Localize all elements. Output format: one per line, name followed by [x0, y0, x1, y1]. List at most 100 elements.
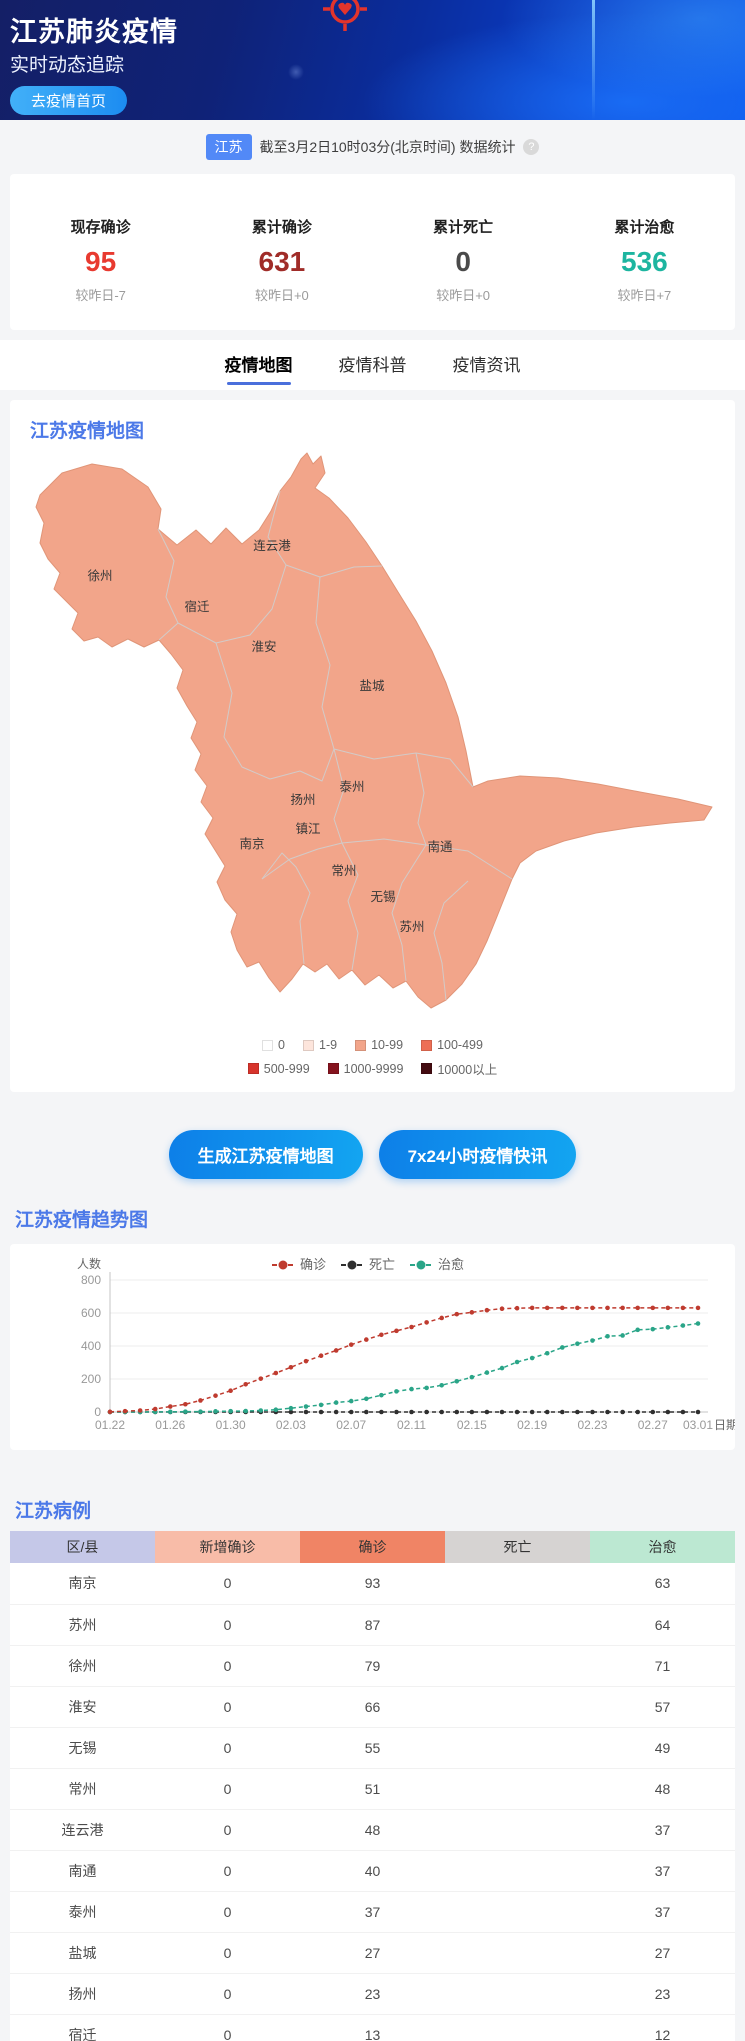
- generate-map-button[interactable]: 生成江苏疫情地图: [168, 1130, 363, 1179]
- map-city-label: 镇江: [295, 822, 320, 836]
- svg-text:01.30: 01.30: [216, 1418, 246, 1432]
- tab-news[interactable]: 疫情资讯: [452, 356, 521, 375]
- cell-deaths: [445, 1727, 590, 1769]
- cell-cured: 63: [590, 1563, 735, 1605]
- table-row: 扬州 0 23 23: [10, 1973, 735, 2015]
- table-row: 南通 0 40 37: [10, 1850, 735, 1892]
- tab-science[interactable]: 疫情科普: [338, 356, 407, 375]
- cell-new-confirmed: 0: [155, 1809, 300, 1851]
- svg-text:02.03: 02.03: [276, 1418, 306, 1432]
- cell-cured: 37: [590, 1850, 735, 1892]
- legend-swatch: [247, 1063, 259, 1074]
- map-city-label: 扬州: [290, 792, 315, 807]
- stat-total-confirmed: 累计确诊 631 较昨日+0: [191, 216, 372, 304]
- column-header-region: 区/县: [10, 1531, 155, 1563]
- update-info-row: 江苏 截至3月2日10时03分(北京时间) 数据统计 ?: [0, 120, 745, 161]
- cell-deaths: [445, 1891, 590, 1933]
- map-city-label: 无锡: [370, 889, 395, 904]
- stat-label: 累计治愈: [614, 219, 675, 236]
- cell-confirmed: 37: [300, 1891, 445, 1933]
- legend-row: 0 1-9 10-99 100-499: [10, 1038, 735, 1052]
- cell-deaths: [445, 1768, 590, 1810]
- map-city-label: 南通: [427, 839, 453, 854]
- trend-chart: 0 200 400 600 800 人数 01.22 01.26 01.30 02.03 02.07…: [77, 1256, 735, 1432]
- cell-deaths: [445, 1645, 590, 1687]
- cell-confirmed: 48: [300, 1809, 445, 1851]
- chart-legend-cured[interactable]: 治愈: [410, 1257, 464, 1272]
- cell-region: 苏州: [10, 1604, 155, 1646]
- table-row: 连云港 0 48 37: [10, 1809, 735, 1851]
- cell-new-confirmed: 0: [155, 1932, 300, 1974]
- map-city-label: 泰州: [339, 780, 364, 794]
- stat-total-cured: 累计治愈 536 较昨日+7: [554, 216, 735, 304]
- stat-value: 0: [455, 246, 471, 277]
- page-title: 江苏肺炎疫情: [10, 17, 178, 47]
- news-feed-button[interactable]: 7x24小时疫情快讯: [378, 1130, 577, 1179]
- cell-region: 泰州: [10, 1891, 155, 1933]
- x-axis-label: 日期: [714, 1418, 735, 1432]
- cell-confirmed: 40: [300, 1850, 445, 1892]
- help-icon[interactable]: ?: [523, 139, 540, 155]
- epidemic-home-button[interactable]: 去疫情首页: [10, 86, 128, 115]
- legend-item: 10000以上: [421, 1059, 497, 1078]
- chart-legend-confirmed[interactable]: 确诊: [272, 1257, 326, 1272]
- city-boundaries: [157, 490, 512, 1001]
- table-row: 无锡 0 55 49: [10, 1727, 735, 1769]
- map-city-label: 连云港: [253, 538, 291, 553]
- cell-cured: 49: [590, 1727, 735, 1769]
- cell-new-confirmed: 0: [155, 1850, 300, 1892]
- cell-region: 南京: [10, 1563, 155, 1605]
- map-section-title: 江苏疫情地图: [30, 421, 145, 442]
- trend-chart-card: 0 200 400 600 800 人数 01.22 01.26 01.30 02.03 02.07…: [10, 1244, 735, 1450]
- legend-swatch: [355, 1039, 367, 1051]
- legend-label: 10000以上: [437, 1063, 498, 1077]
- cell-new-confirmed: 0: [155, 1727, 300, 1769]
- svg-text:400: 400: [81, 1339, 101, 1353]
- cell-new-confirmed: 0: [155, 2014, 300, 2041]
- cell-new-confirmed: 0: [155, 1604, 300, 1646]
- cell-new-confirmed: 0: [155, 1563, 300, 1605]
- cell-region: 淮安: [10, 1686, 155, 1728]
- tab-map[interactable]: 疫情地图: [225, 351, 293, 390]
- jiangsu-province-shape[interactable]: [35, 452, 712, 1009]
- column-header-cured: 治愈: [590, 1531, 735, 1563]
- stat-value: 95: [85, 246, 117, 277]
- chart-legend-deaths[interactable]: 死亡: [341, 1257, 395, 1272]
- stat-delta: 较昨日+7: [617, 288, 672, 303]
- svg-text:02.19: 02.19: [517, 1418, 547, 1432]
- svg-text:01.22: 01.22: [95, 1418, 125, 1432]
- table-row: 宿迁 0 13 12: [10, 2014, 735, 2041]
- cell-new-confirmed: 0: [155, 1645, 300, 1687]
- cell-region: 南通: [10, 1850, 155, 1892]
- cell-deaths: [445, 1686, 590, 1728]
- cell-cured: 71: [590, 1645, 735, 1687]
- region-badge: 江苏: [205, 134, 252, 160]
- stat-value: 631: [258, 246, 306, 277]
- table-row: 常州 0 51 48: [10, 1768, 735, 1810]
- cell-deaths: [445, 1604, 590, 1646]
- map-city-label: 南京: [239, 836, 264, 851]
- cell-cured: 27: [590, 1932, 735, 1974]
- cell-cured: 57: [590, 1686, 735, 1728]
- cases-table-body: 南京 0 93 63 苏州 0 87 64 徐州 0 79 71 淮安 0 66 57 无锡 0 55 49 常州 0 51…: [10, 1563, 735, 2041]
- trachea-light-streak: [592, 0, 595, 120]
- legend-label: 1000-9999: [343, 1061, 404, 1076]
- jiangsu-map[interactable]: 连云港 徐州 宿迁 淮安 盐城 泰州 扬州 镇江 南京 常州 南通 无锡 苏州: [28, 451, 718, 1031]
- table-row: 淮安 0 66 57: [10, 1686, 735, 1728]
- tab-bar: 疫情地图 疫情科普 疫情资讯: [0, 340, 745, 390]
- cell-region: 无锡: [10, 1727, 155, 1769]
- y-axis-label: 人数: [77, 1256, 101, 1271]
- header-banner: 江苏肺炎疫情 实时动态追踪 去疫情首页: [0, 0, 745, 120]
- table-row: 苏州 0 87 64: [10, 1604, 735, 1646]
- svg-text:03.01: 03.01: [683, 1418, 713, 1432]
- cell-new-confirmed: 0: [155, 1686, 300, 1728]
- legend-label: 100-499: [437, 1038, 483, 1052]
- legend-item: 500-999: [247, 1059, 310, 1078]
- stat-existing-confirmed: 现存确诊 95 较昨日-7: [10, 216, 191, 304]
- map-city-label: 常州: [331, 864, 356, 878]
- legend-swatch: [421, 1063, 433, 1074]
- cell-region: 徐州: [10, 1645, 155, 1687]
- table-row: 泰州 0 37 37: [10, 1891, 735, 1933]
- legend-label: 1-9: [319, 1038, 338, 1052]
